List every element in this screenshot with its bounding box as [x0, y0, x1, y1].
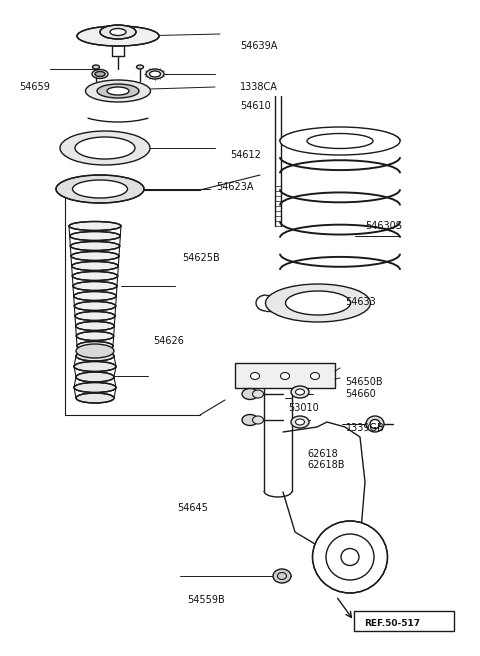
Ellipse shape	[72, 272, 118, 281]
Ellipse shape	[85, 80, 151, 102]
Text: 54630S: 54630S	[365, 221, 402, 232]
Ellipse shape	[110, 28, 126, 35]
Ellipse shape	[252, 416, 264, 424]
Ellipse shape	[252, 390, 264, 398]
Ellipse shape	[74, 361, 116, 371]
Ellipse shape	[296, 419, 304, 425]
Text: 54623A: 54623A	[216, 182, 253, 192]
Ellipse shape	[73, 281, 117, 291]
Text: 53010: 53010	[288, 403, 319, 413]
Ellipse shape	[311, 373, 320, 380]
Ellipse shape	[273, 569, 291, 583]
Ellipse shape	[72, 262, 119, 270]
Ellipse shape	[146, 69, 164, 79]
Ellipse shape	[60, 131, 150, 165]
Text: 54645: 54645	[178, 503, 208, 514]
Ellipse shape	[77, 26, 159, 46]
Ellipse shape	[75, 312, 115, 321]
Ellipse shape	[76, 344, 114, 358]
Ellipse shape	[93, 65, 99, 69]
Ellipse shape	[136, 65, 144, 69]
Ellipse shape	[366, 416, 384, 432]
Ellipse shape	[73, 291, 116, 300]
Ellipse shape	[74, 382, 116, 392]
Ellipse shape	[242, 415, 258, 426]
Text: 54626: 54626	[154, 336, 184, 346]
Ellipse shape	[69, 222, 121, 230]
Bar	[235, 363, 335, 388]
Text: 54639A: 54639A	[240, 41, 277, 51]
Text: 54612: 54612	[230, 150, 261, 160]
Ellipse shape	[71, 241, 120, 251]
Ellipse shape	[75, 137, 135, 159]
Text: REF.50-517: REF.50-517	[364, 619, 420, 628]
Ellipse shape	[291, 416, 309, 428]
Ellipse shape	[74, 302, 116, 310]
Ellipse shape	[149, 71, 160, 77]
Ellipse shape	[72, 180, 128, 198]
Ellipse shape	[242, 388, 258, 400]
Text: 54650B: 54650B	[346, 377, 383, 387]
Ellipse shape	[296, 389, 304, 395]
Ellipse shape	[280, 127, 400, 155]
Ellipse shape	[312, 521, 387, 593]
Ellipse shape	[56, 175, 144, 203]
Ellipse shape	[76, 372, 114, 382]
Ellipse shape	[76, 393, 114, 403]
Ellipse shape	[97, 84, 139, 98]
Ellipse shape	[76, 321, 114, 331]
Ellipse shape	[70, 232, 120, 241]
Ellipse shape	[280, 373, 289, 380]
Ellipse shape	[71, 251, 119, 260]
Ellipse shape	[251, 373, 260, 380]
Ellipse shape	[95, 72, 105, 77]
Ellipse shape	[76, 331, 114, 340]
Ellipse shape	[291, 386, 309, 398]
Text: 1338CA: 1338CA	[240, 81, 278, 92]
Text: 54633: 54633	[346, 297, 376, 307]
Ellipse shape	[100, 25, 136, 39]
Text: 54660: 54660	[346, 388, 376, 399]
Ellipse shape	[307, 134, 373, 148]
Ellipse shape	[286, 291, 350, 315]
Ellipse shape	[77, 342, 113, 350]
Ellipse shape	[370, 419, 380, 428]
Text: 54559B: 54559B	[187, 595, 225, 605]
Text: 54610: 54610	[240, 101, 271, 112]
Text: 54625B: 54625B	[182, 253, 220, 263]
Ellipse shape	[92, 70, 108, 79]
Text: 62618: 62618	[307, 449, 338, 459]
Ellipse shape	[107, 87, 129, 95]
Text: 62618B: 62618B	[307, 460, 345, 470]
Bar	[354, 611, 454, 631]
Ellipse shape	[265, 284, 371, 322]
Text: 54659: 54659	[19, 81, 50, 92]
Ellipse shape	[76, 351, 114, 361]
Text: 1339GB: 1339GB	[346, 422, 384, 433]
